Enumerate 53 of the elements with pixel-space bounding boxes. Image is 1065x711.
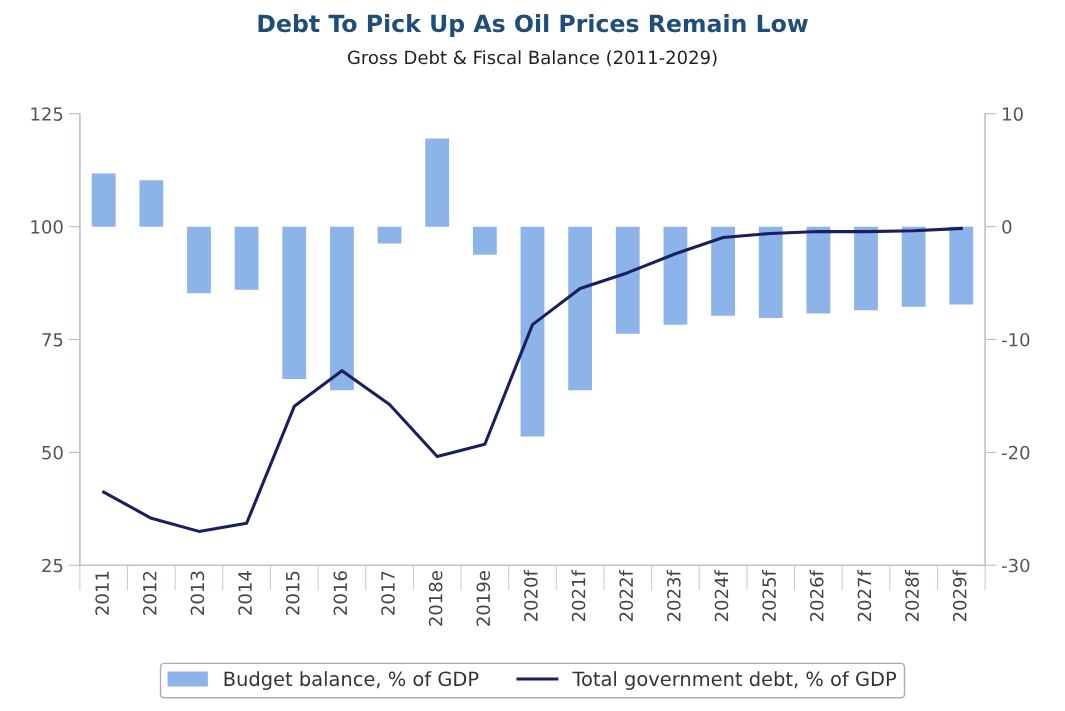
x-tick-label: 2021f <box>571 569 586 622</box>
x-tick-label: 2019e <box>476 571 491 626</box>
bar <box>234 226 259 290</box>
x-tick-label: 2011 <box>95 571 109 615</box>
bar <box>663 226 688 325</box>
bar <box>568 226 593 391</box>
x-tick-label: 2022f <box>619 569 634 622</box>
y-tick-label: 75 <box>42 333 63 347</box>
y2-tick-label: -30 <box>1001 558 1030 573</box>
bar <box>901 226 926 307</box>
bar <box>758 226 783 319</box>
x-tick-label: 2013 <box>190 571 205 615</box>
y2-tick-label: 0 <box>1002 220 1012 234</box>
y2-tick-label: -10 <box>1001 332 1030 347</box>
bar <box>425 138 450 227</box>
bar <box>187 226 211 294</box>
line-series <box>102 226 963 533</box>
bar <box>854 226 878 311</box>
bar <box>139 180 164 227</box>
x-tick-label: 2024f <box>714 569 729 622</box>
x-tick-label: 2018e <box>428 571 443 626</box>
bar <box>615 226 640 334</box>
bar <box>711 226 735 316</box>
bar <box>91 173 116 227</box>
chart-title: Debt To Pick Up As Oil Prices Remain Low <box>258 14 808 37</box>
bar <box>520 226 545 437</box>
x-tick-label: 2017 <box>381 571 395 615</box>
y-tick-label: 125 <box>31 107 63 121</box>
y-tick-label: 100 <box>31 220 63 234</box>
x-tick-label: 2026f <box>809 569 824 622</box>
bar <box>282 226 307 380</box>
y-tick-label: 25 <box>42 558 63 573</box>
x-tick-label: 2029f <box>952 569 967 622</box>
x-tick-label: 2027f <box>857 569 872 622</box>
y2-tick-label: 10 <box>1003 107 1023 121</box>
bar <box>472 226 497 255</box>
x-tick-label: 2025f <box>761 569 776 622</box>
x-tick-label: 2014 <box>238 571 252 615</box>
x-tick-label: 2016 <box>333 571 348 615</box>
x-tick-label: 2012 <box>142 571 157 615</box>
legend-label: Total government debt, % of GDP <box>572 671 897 690</box>
bar <box>330 226 354 391</box>
legend-label: Budget balance, % of GDP <box>224 671 479 690</box>
x-tick-label: 2028f <box>904 569 919 622</box>
chart-subtitle: Gross Debt & Fiscal Balance (2011-2029) <box>347 50 717 67</box>
bar <box>806 226 831 314</box>
x-tick-label: 2020f <box>523 569 538 622</box>
y2-tick-label: -20 <box>1001 445 1030 460</box>
x-tick-label: 2015 <box>285 571 300 615</box>
bar <box>949 226 974 305</box>
y-tick-label: 50 <box>42 445 63 460</box>
x-tick-label: 2023f <box>666 569 681 622</box>
bar <box>377 226 402 244</box>
